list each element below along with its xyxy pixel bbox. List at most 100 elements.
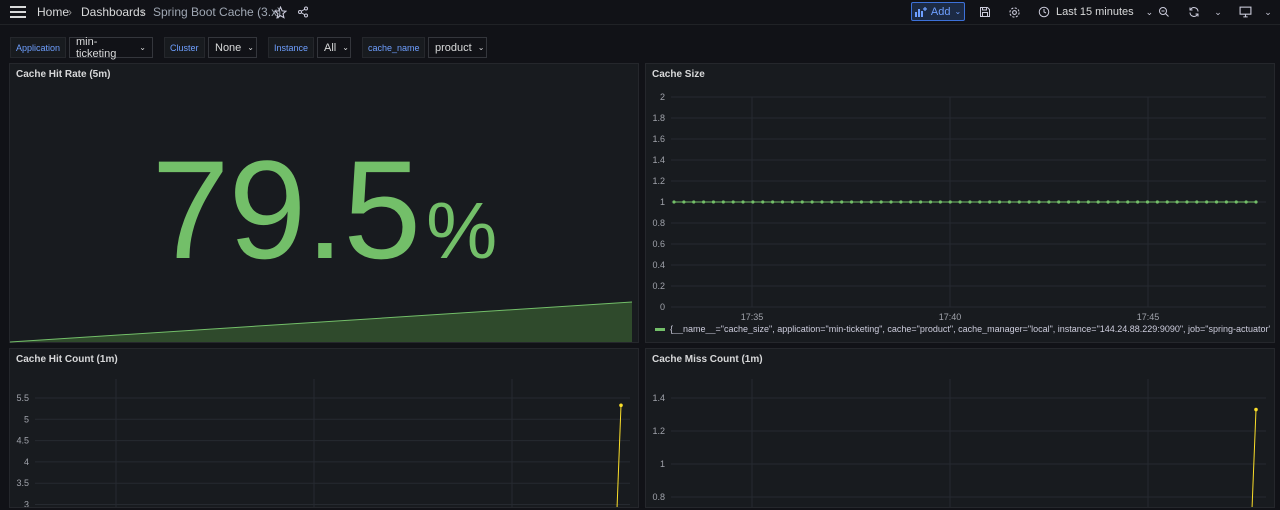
- variable-label-cluster: Cluster: [164, 37, 205, 58]
- data-point: [1145, 200, 1150, 204]
- stat-number: 79.5: [151, 131, 421, 288]
- data-point: [830, 200, 834, 204]
- data-point: [1224, 200, 1229, 204]
- mc-chart-svg: 0.8 1 1.2 1.4: [652, 379, 1266, 510]
- sparkline: [10, 301, 633, 343]
- data-point: [1086, 200, 1090, 204]
- y-tick-label: 3: [24, 500, 29, 508]
- variable-label-instance: Instance: [268, 37, 314, 58]
- top-navbar: Home › Dashboards › Spring Boot Cache (3…: [0, 0, 1280, 25]
- data-point: [1027, 200, 1031, 204]
- data-point: [879, 200, 883, 204]
- data-point: [1057, 200, 1061, 204]
- series-line: [1251, 409, 1257, 510]
- y-tick-label: 1.2: [652, 426, 665, 436]
- data-point: [790, 200, 794, 204]
- data-point: [1254, 200, 1258, 204]
- panel-cache-hit-rate[interactable]: Cache Hit Rate (5m) 79.5%: [9, 63, 639, 343]
- data-point: [1175, 200, 1179, 204]
- data-point: [869, 200, 873, 204]
- settings-gear-icon[interactable]: [1004, 3, 1024, 21]
- stat-unit: %: [426, 186, 497, 275]
- y-tick-label: 0.6: [652, 239, 665, 249]
- y-tick-label: 0.4: [652, 260, 665, 270]
- data-point: [928, 200, 933, 204]
- y-tick-label: 0.8: [652, 492, 665, 502]
- variable-value: All: [324, 41, 337, 54]
- clock-icon: [1038, 6, 1050, 18]
- x-tick-label: 17:35: [741, 312, 764, 322]
- add-button[interactable]: Add ⌄: [911, 2, 965, 21]
- variable-value: None: [215, 41, 242, 54]
- x-tick-label: 17:40: [939, 312, 962, 322]
- panel-title: Cache Miss Count (1m): [652, 354, 763, 365]
- y-tick-label: 0.2: [652, 281, 665, 291]
- menu-icon[interactable]: [8, 3, 28, 21]
- data-point: [840, 200, 844, 204]
- chevron-down-icon: ⌄: [342, 43, 349, 52]
- series-line: [616, 405, 622, 510]
- data-point: [1254, 407, 1258, 412]
- data-point: [672, 200, 676, 204]
- data-point: [968, 200, 972, 204]
- data-point: [1076, 200, 1081, 204]
- variable-select-cluster[interactable]: None ⌄: [208, 37, 257, 58]
- data-point: [988, 200, 992, 204]
- data-point: [849, 200, 854, 204]
- variable-select-application[interactable]: min-ticketing ⌄: [69, 36, 153, 60]
- data-point: [1165, 200, 1169, 204]
- chevron-down-icon: ⌄: [954, 7, 962, 16]
- chevron-down-icon: ⌄: [1145, 6, 1154, 17]
- tv-mode-icon[interactable]: [1235, 3, 1255, 21]
- panel-cache-size[interactable]: Cache Size 0 0.2 0.4 0.6 0.8 1 1.2 1.4 1.6 1.8 2 17…: [645, 63, 1275, 343]
- add-panel-icon: [914, 6, 927, 17]
- data-point: [938, 200, 942, 204]
- data-point: [1195, 200, 1199, 204]
- chevron-down-icon: ⌄: [139, 43, 146, 52]
- data-point: [741, 200, 745, 204]
- panel-cache-miss-count[interactable]: Cache Miss Count (1m) 0.8 1 1.2 1.4: [645, 348, 1275, 510]
- y-tick-label: 0.8: [652, 218, 665, 228]
- hc-chart-svg: 3 3.5 4 4.5 5 5.5: [16, 379, 630, 510]
- data-point: [780, 200, 785, 204]
- variable-label-cache-name: cache_name: [362, 37, 425, 58]
- data-point: [771, 200, 775, 204]
- data-point: [1234, 200, 1238, 204]
- star-icon[interactable]: [270, 3, 290, 21]
- save-icon[interactable]: [975, 3, 995, 21]
- data-point: [1017, 200, 1021, 204]
- refresh-icon[interactable]: [1184, 3, 1204, 21]
- data-point: [1205, 200, 1209, 204]
- data-point: [958, 200, 962, 204]
- chart-cache-miss-count: 0.8 1 1.2 1.4: [646, 349, 1274, 510]
- y-tick-label: 1.2: [652, 176, 665, 186]
- y-tick-label: 1: [660, 459, 665, 469]
- chevron-down-icon[interactable]: ⌄: [1264, 6, 1272, 17]
- refresh-interval-chevron-down-icon[interactable]: ⌄: [1214, 6, 1222, 17]
- data-point: [810, 200, 814, 204]
- data-point: [1155, 200, 1159, 204]
- panel-cache-hit-count[interactable]: Cache Hit Count (1m) 3 3.5 4 4.5 5 5.5: [9, 348, 639, 510]
- variable-select-instance[interactable]: All ⌄: [317, 37, 351, 58]
- share-icon[interactable]: [293, 3, 313, 21]
- y-tick-label: 1.6: [652, 134, 665, 144]
- legend-series-label[interactable]: {__name__="cache_size", application="min…: [670, 324, 1270, 334]
- data-point: [701, 200, 706, 204]
- data-point: [997, 200, 1002, 204]
- data-point: [800, 200, 804, 204]
- breadcrumb-dashboards[interactable]: Dashboards: [81, 5, 146, 19]
- breadcrumb-home[interactable]: Home: [37, 5, 70, 19]
- data-point: [731, 200, 735, 204]
- y-tick-label: 5: [24, 414, 29, 424]
- data-point: [1037, 200, 1041, 204]
- y-tick-label: 2: [660, 92, 665, 102]
- time-range-picker[interactable]: Last 15 minutes ⌄: [1038, 0, 1153, 24]
- data-point: [909, 200, 913, 204]
- chart-cache-hit-count: 3 3.5 4 4.5 5 5.5: [10, 349, 638, 510]
- add-button-label: Add: [930, 5, 951, 18]
- y-tick-label: 5.5: [16, 393, 29, 403]
- zoom-out-icon[interactable]: [1154, 3, 1174, 21]
- variable-select-cache-name[interactable]: product ⌄: [428, 37, 487, 58]
- variable-value: product: [435, 41, 472, 54]
- y-tick-label: 1.8: [652, 113, 665, 123]
